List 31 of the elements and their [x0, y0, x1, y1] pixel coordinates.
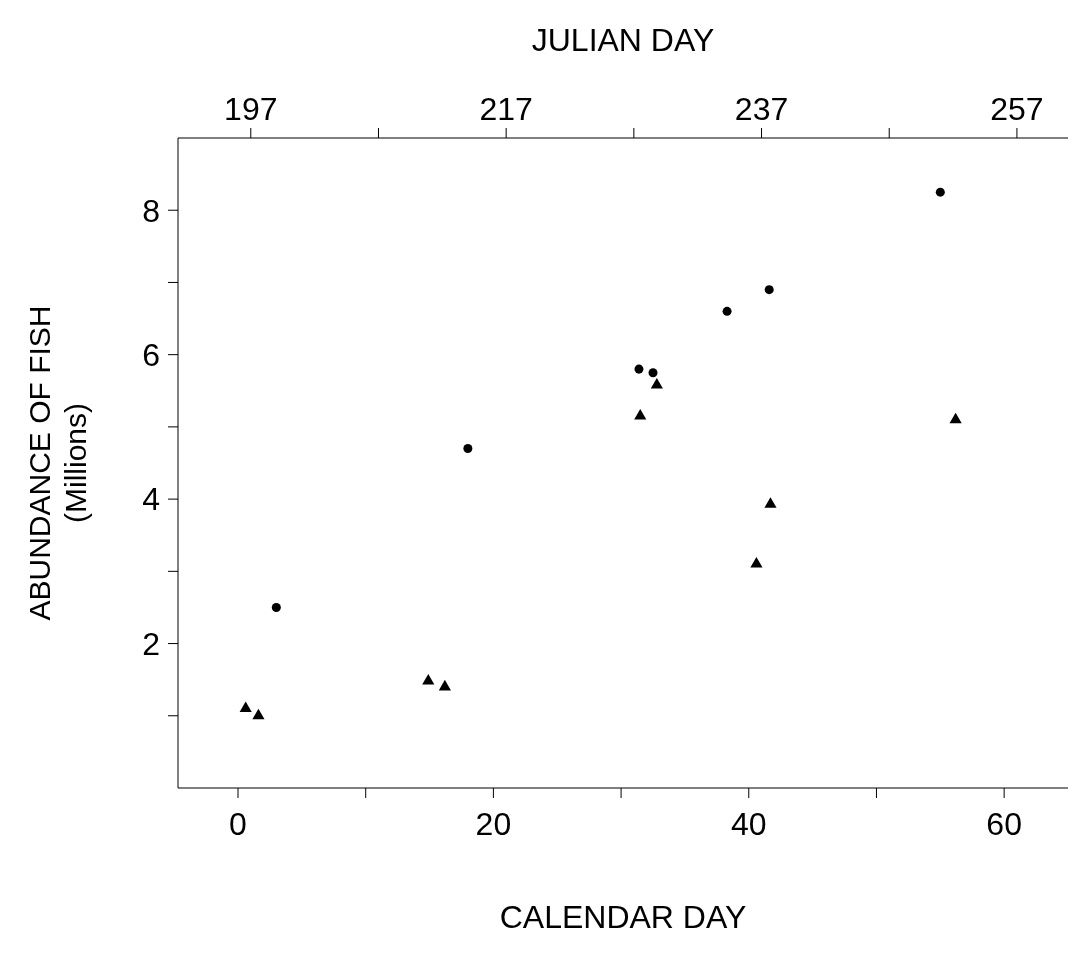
y-tick-label: 4: [142, 481, 160, 518]
point: [764, 497, 777, 508]
point: [949, 412, 962, 424]
point: [271, 602, 281, 612]
x2-axis-title: JULIAN DAY: [531, 21, 715, 58]
point: [239, 701, 252, 713]
point: [634, 409, 647, 420]
x2-tick-label: 217: [479, 91, 533, 127]
point: [648, 368, 658, 378]
point: [438, 679, 451, 691]
y-tick-label: 2: [142, 625, 160, 662]
y-axis-title: ABUNDANCE OF FISH (Millions): [23, 305, 92, 621]
x-tick-label: 20: [475, 805, 512, 842]
x2-tick-label: 197: [224, 91, 278, 127]
point: [650, 377, 663, 389]
point: [463, 444, 473, 454]
point: [722, 306, 732, 316]
y-tick-label: 8: [142, 192, 160, 229]
x-tick-label: 0: [229, 805, 247, 842]
x2-tick-label: 257: [990, 91, 1044, 127]
y-tick-label: 6: [142, 337, 160, 374]
x2-tick-label: 237: [734, 91, 789, 127]
point: [422, 674, 435, 685]
point: [764, 285, 774, 295]
point: [750, 557, 763, 568]
x-tick-label: 60: [986, 805, 1022, 842]
point: [252, 708, 265, 720]
x-axis-title: CALENDAR DAY: [499, 899, 747, 935]
point: [634, 364, 644, 374]
point: [935, 187, 945, 197]
x-tick-label: 40: [730, 805, 767, 842]
